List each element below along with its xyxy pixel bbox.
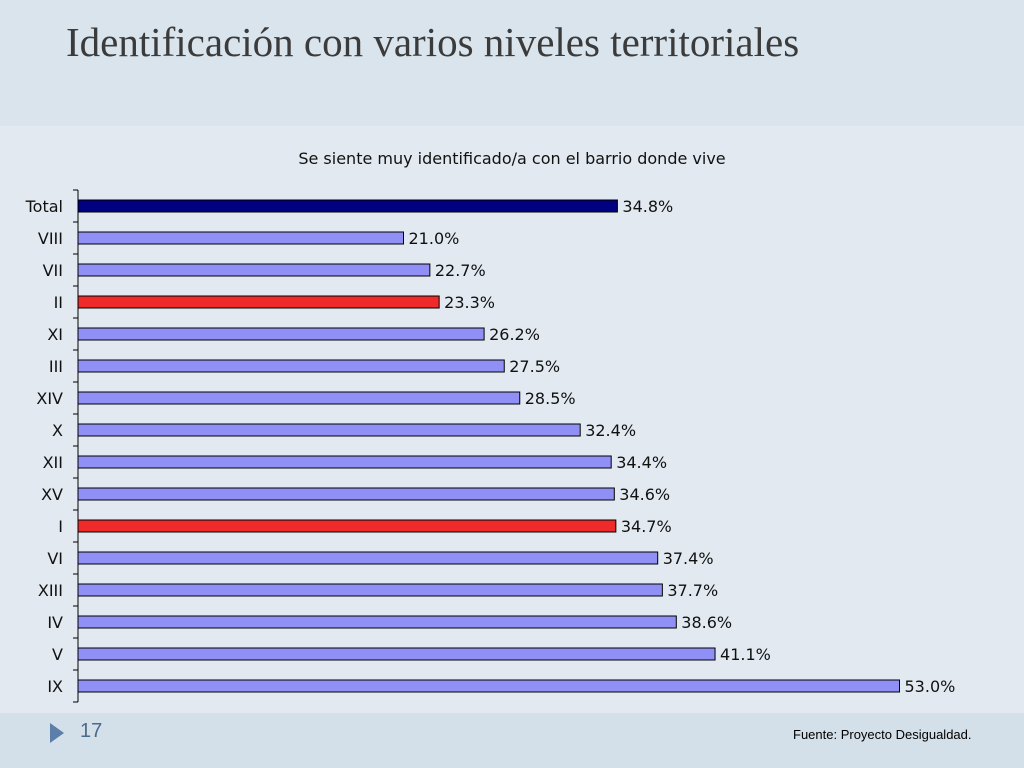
category-label: IX bbox=[47, 677, 63, 696]
category-label: VII bbox=[43, 261, 63, 280]
bar bbox=[77, 391, 521, 405]
bar bbox=[77, 487, 615, 501]
bar bbox=[77, 231, 404, 245]
category-label: XII bbox=[43, 453, 63, 472]
category-label: V bbox=[52, 645, 63, 664]
bar bbox=[77, 263, 431, 277]
slide-number: 17 bbox=[80, 720, 103, 742]
bar bbox=[77, 679, 900, 693]
value-label: 34.7% bbox=[621, 517, 672, 536]
category-label: X bbox=[52, 421, 63, 440]
value-label: 38.6% bbox=[681, 613, 732, 632]
bar bbox=[77, 199, 618, 213]
value-label: 26.2% bbox=[489, 325, 540, 344]
chart-title: Se siente muy identificado/a con el barr… bbox=[298, 149, 725, 168]
triangle-right-icon bbox=[50, 723, 64, 743]
category-label: II bbox=[54, 293, 63, 312]
category-label: XIV bbox=[36, 389, 63, 408]
value-label: 34.6% bbox=[619, 485, 670, 504]
bar-chart: Se siente muy identificado/a con el barr… bbox=[25, 149, 956, 703]
bar bbox=[77, 583, 663, 597]
value-label: 32.4% bbox=[585, 421, 636, 440]
value-label: 53.0% bbox=[905, 677, 956, 696]
chart-panel: Se siente muy identificado/a con el barr… bbox=[0, 126, 1024, 713]
value-label: 23.3% bbox=[444, 293, 495, 312]
category-label: VI bbox=[47, 549, 63, 568]
value-label: 37.4% bbox=[663, 549, 714, 568]
value-label: 22.7% bbox=[435, 261, 486, 280]
category-label: XV bbox=[41, 485, 63, 504]
footer-band bbox=[0, 713, 1024, 768]
slide-title: Identificación con varios niveles territ… bbox=[66, 19, 800, 65]
value-label: 34.4% bbox=[616, 453, 667, 472]
category-label: Total bbox=[25, 197, 63, 216]
bar bbox=[77, 551, 659, 565]
bar bbox=[77, 519, 617, 533]
bar bbox=[77, 359, 505, 373]
slide-header: Identificación con varios niveles territ… bbox=[0, 0, 1024, 126]
bar bbox=[77, 647, 716, 661]
category-label: XI bbox=[47, 325, 63, 344]
category-label: III bbox=[49, 357, 63, 376]
value-label: 41.1% bbox=[720, 645, 771, 664]
category-label: XIII bbox=[38, 581, 63, 600]
value-label: 28.5% bbox=[525, 389, 576, 408]
bar bbox=[77, 295, 440, 309]
category-label: I bbox=[58, 517, 63, 536]
bar bbox=[77, 455, 612, 469]
category-label: IV bbox=[47, 613, 63, 632]
value-label: 21.0% bbox=[409, 229, 460, 248]
value-label: 27.5% bbox=[509, 357, 560, 376]
value-label: 37.7% bbox=[667, 581, 718, 600]
source-note: Fuente: Proyecto Desigualdad. bbox=[793, 727, 972, 742]
category-label: VIII bbox=[38, 229, 63, 248]
bar bbox=[77, 423, 581, 437]
bar bbox=[77, 327, 485, 341]
bar bbox=[77, 615, 677, 629]
value-label: 34.8% bbox=[622, 197, 673, 216]
